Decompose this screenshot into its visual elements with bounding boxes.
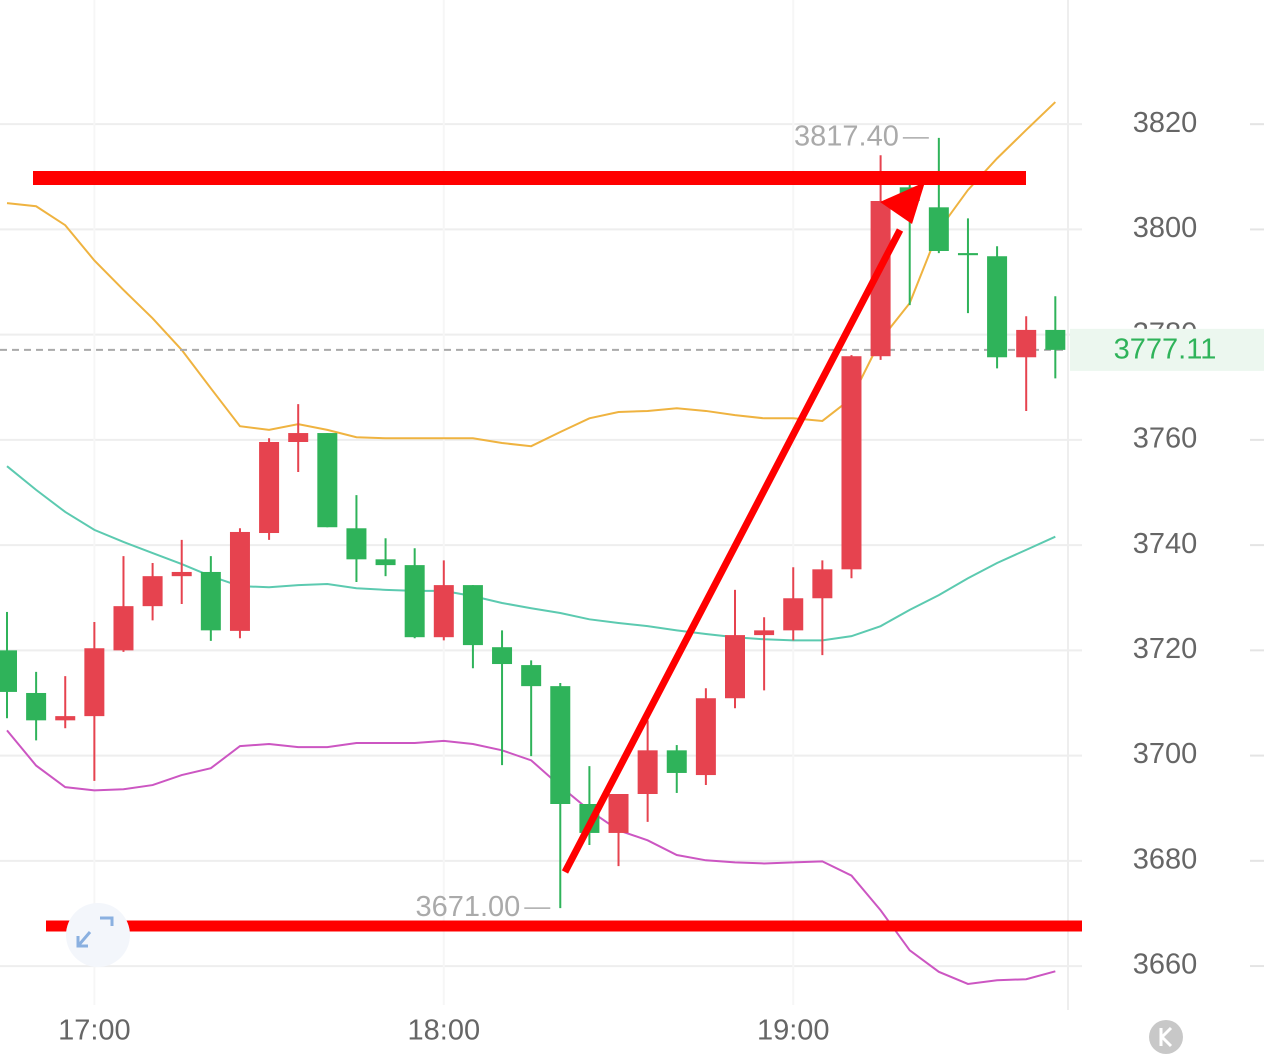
y-tick-label: 3820 (1133, 107, 1198, 139)
candle-body (259, 441, 280, 534)
candle-body (870, 201, 891, 357)
y-tick-label: 3740 (1133, 528, 1198, 560)
candle-body (26, 692, 47, 721)
icon-glyph (76, 916, 114, 948)
band-line (6, 465, 1056, 642)
icon-glyph (1159, 1026, 1173, 1048)
band-line (6, 101, 1057, 448)
candle-body (288, 433, 309, 442)
candle-body (987, 256, 1008, 358)
candle-body (346, 528, 367, 560)
arrow-head (880, 182, 925, 224)
candle-body (754, 630, 775, 636)
x-tick-label: 17:00 (58, 1015, 131, 1047)
k-button[interactable] (1149, 1020, 1183, 1054)
extreme-label: 3817.40 (794, 121, 899, 153)
candle-body (521, 665, 542, 687)
candle-body (666, 750, 687, 773)
last-price-box (1070, 328, 1264, 371)
y-tick-label: 3800 (1133, 212, 1198, 244)
candle-body (957, 253, 978, 256)
drawn-annotations (33, 171, 1082, 932)
candle-body (550, 686, 571, 804)
y-tick-label: 3720 (1133, 633, 1198, 665)
band-line (6, 729, 1056, 985)
candle-body (695, 698, 716, 776)
candle-body (1016, 329, 1037, 358)
y-tick-label: 3680 (1133, 843, 1198, 875)
candle-body (0, 650, 17, 692)
candle-body (55, 716, 76, 721)
candle-body (608, 794, 629, 833)
candle-body (928, 207, 949, 251)
y-tick-label: 3660 (1133, 949, 1198, 981)
expand-icon[interactable] (66, 903, 130, 967)
icon-bg (1149, 1020, 1183, 1054)
candle-body (637, 750, 658, 795)
x-tick-label: 19:00 (757, 1015, 830, 1047)
candle-body (492, 647, 513, 665)
candle-body (812, 569, 833, 599)
candle-body (200, 571, 221, 631)
candle-body (142, 576, 163, 607)
last-price-label: 3777.11 (1114, 334, 1217, 366)
candle-body (84, 648, 105, 717)
candle-body (433, 585, 454, 638)
candle-body (375, 559, 396, 566)
candle-body (783, 598, 804, 631)
extreme-label: 3671.00 (415, 891, 520, 923)
candle-body (404, 565, 425, 638)
candle-body (317, 433, 338, 528)
candle-body (841, 356, 862, 570)
icon-bg (66, 903, 130, 967)
y-tick-label: 3760 (1133, 423, 1198, 455)
candle-body (113, 606, 134, 651)
candle-body (171, 571, 192, 577)
x-tick-label: 18:00 (408, 1015, 481, 1047)
candle-body (462, 585, 483, 646)
trend-arrow (561, 228, 904, 874)
candle-body (229, 531, 250, 631)
candle-body (725, 635, 745, 699)
candle-body (1045, 329, 1066, 350)
y-tick-label: 3700 (1133, 738, 1198, 770)
